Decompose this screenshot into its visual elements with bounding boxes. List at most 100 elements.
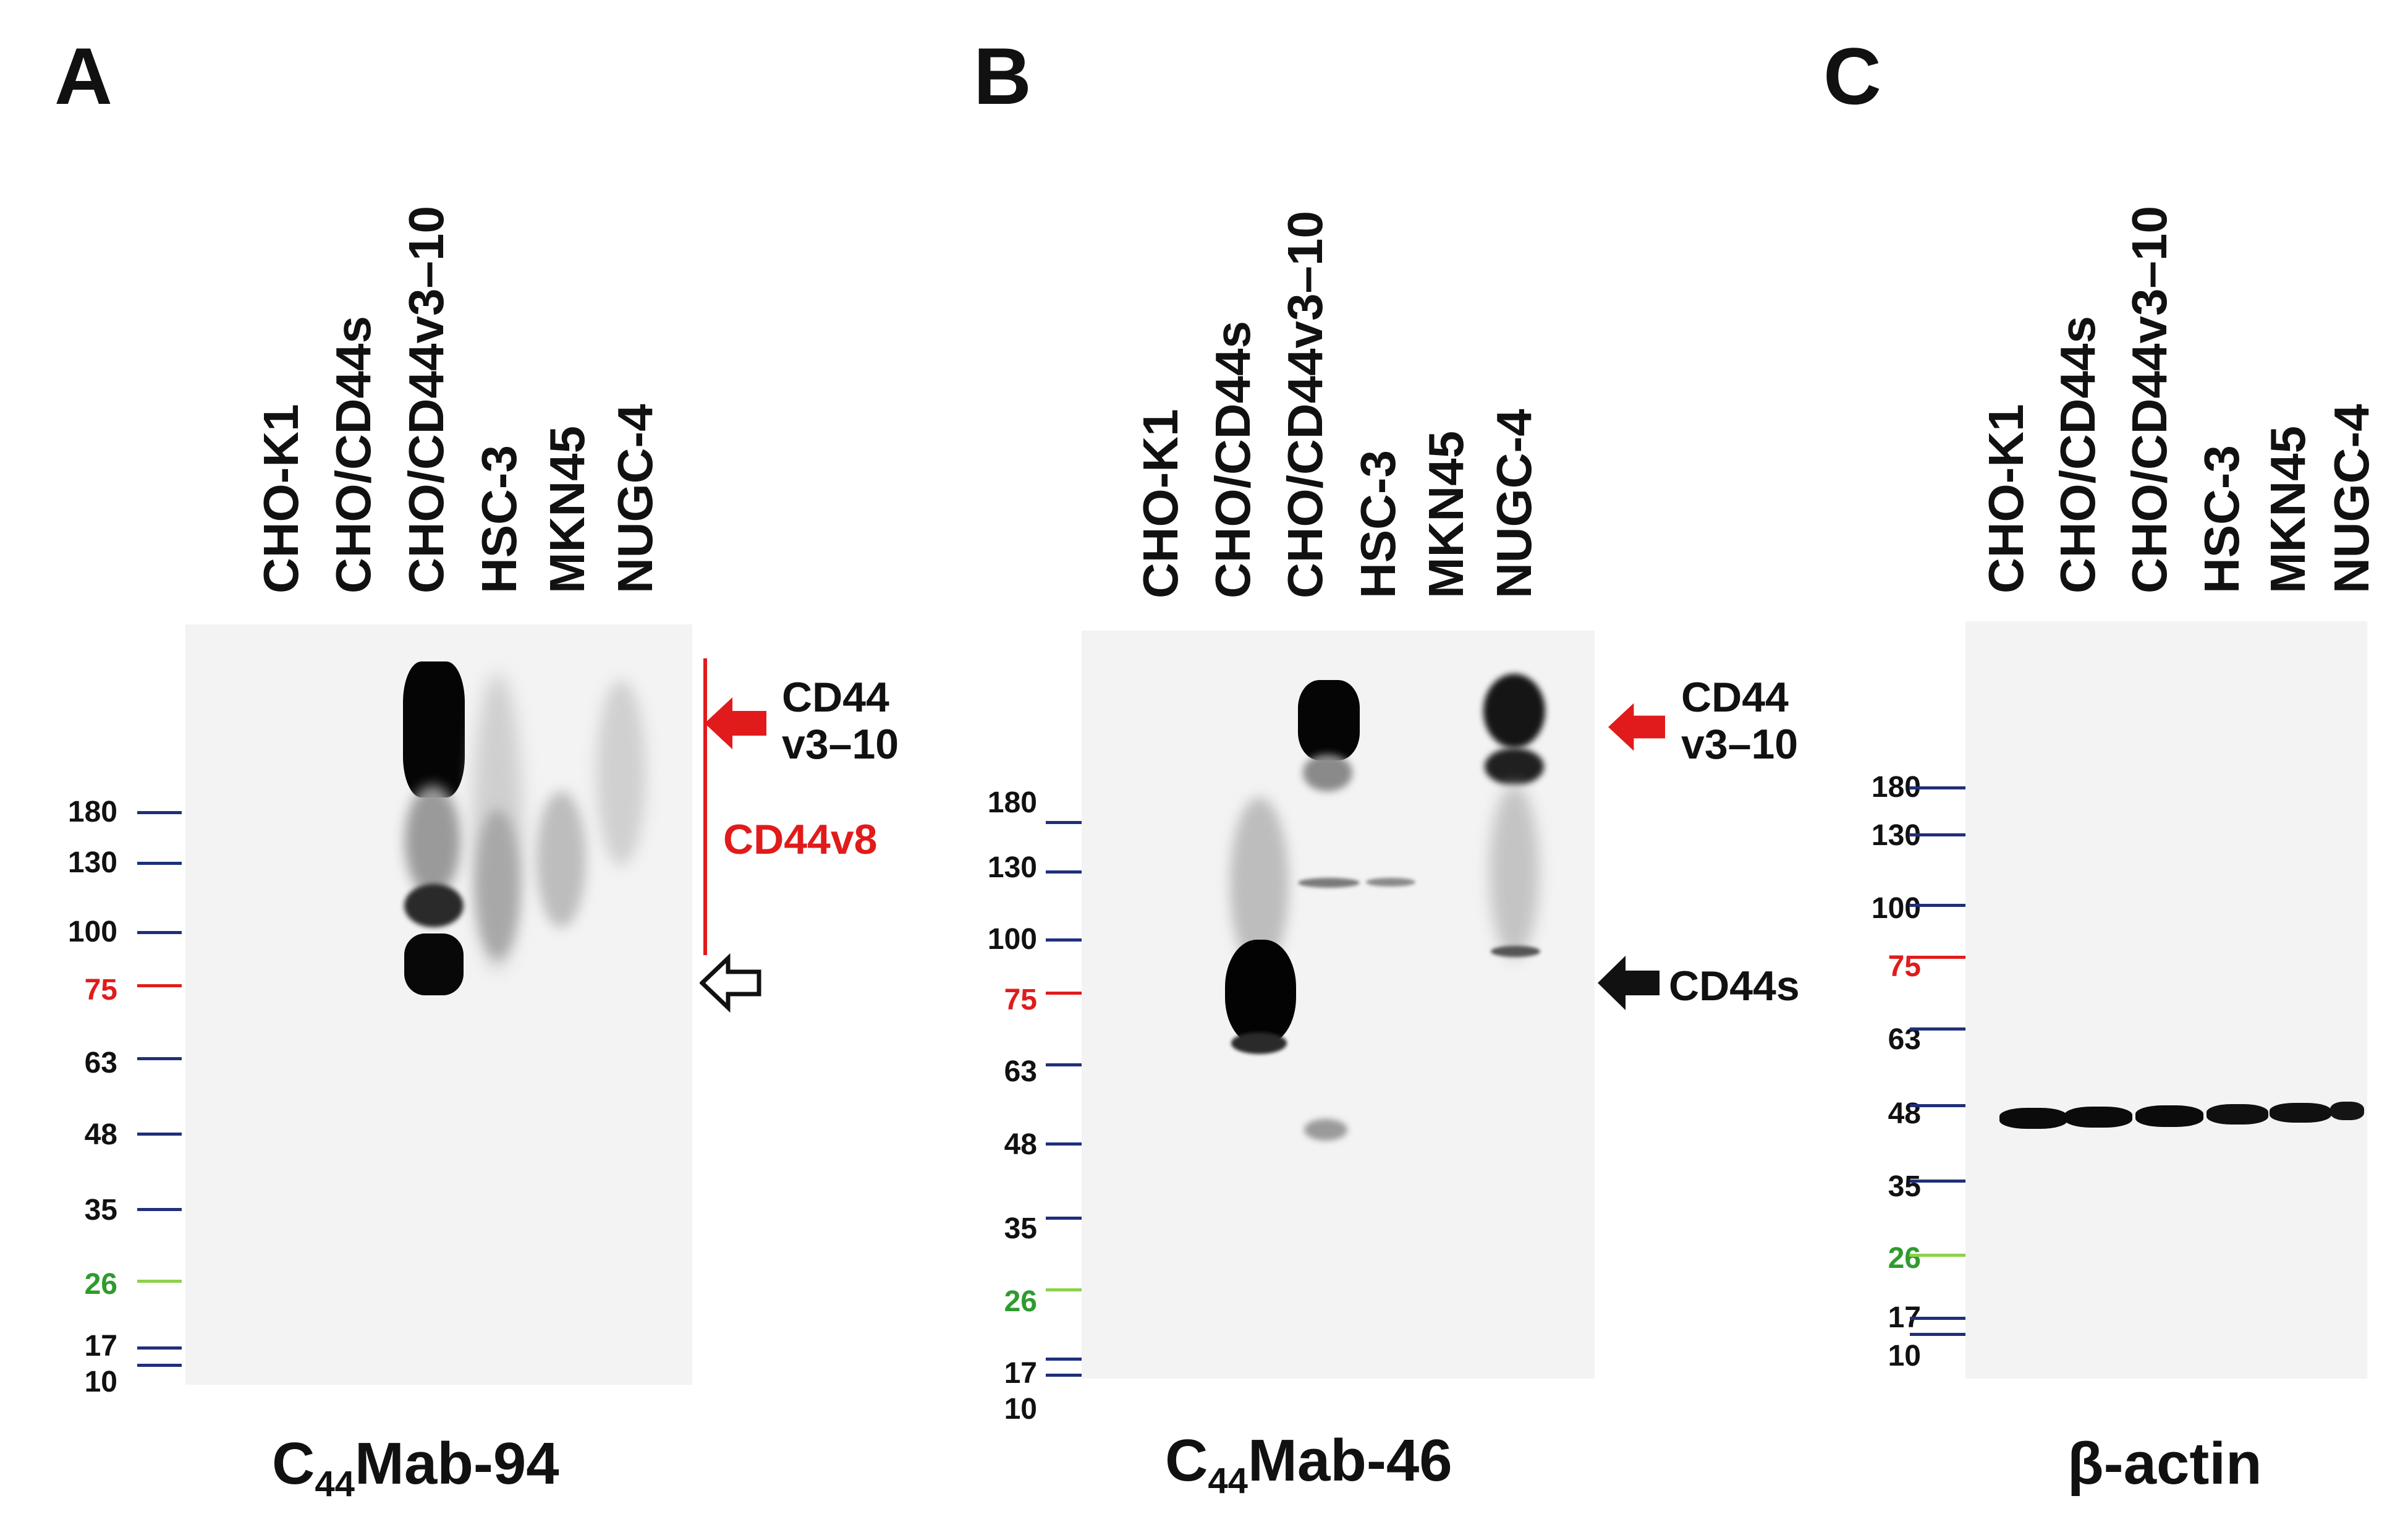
band (1999, 1108, 2067, 1129)
caption-beta-actin: β-actin (2067, 1431, 2262, 1497)
marker-tick-48 (1910, 1104, 1965, 1107)
lane-label-nugc-4: NUGC-4 (1486, 409, 1541, 598)
marker-tick-75 (1046, 992, 1082, 995)
band (536, 791, 586, 927)
annot-cd44-v3-10-a: CD44 v3–10 (782, 674, 899, 768)
marker-label-17: 17 (1004, 1357, 1037, 1390)
black-arrow-icon (1598, 956, 1660, 1010)
marker-tick-10 (137, 1364, 182, 1367)
caption-pre: C (1165, 1427, 1208, 1494)
marker-label-26: 26 (1004, 1285, 1037, 1318)
annot-line1: CD44 (782, 674, 889, 721)
lane-label-mkn45: MKN45 (2260, 425, 2315, 593)
band (1298, 680, 1360, 760)
lane-label-cho-cd44v3-10: CHO/CD44v3–10 (399, 206, 454, 593)
annot-cd44-v3-10-b: CD44 v3–10 (1681, 674, 1798, 768)
marker-tick-35 (137, 1208, 182, 1211)
lane-label-hsc-3: HSC-3 (472, 444, 527, 593)
lane-label-cho-cd44v3-10: CHO/CD44v3–10 (2122, 206, 2177, 593)
lane-label-mkn45: MKN45 (1418, 430, 1473, 598)
marker-tick-130 (1046, 870, 1082, 874)
marker-tick-63 (137, 1057, 182, 1060)
marker-label-10: 10 (84, 1366, 117, 1398)
band (1485, 748, 1544, 785)
marker-tick-100 (137, 931, 182, 934)
marker-tick-26 (1046, 1288, 1082, 1291)
marker-tick-63 (1046, 1063, 1082, 1066)
marker-label-100: 100 (1871, 892, 1921, 925)
marker-label-35: 35 (1004, 1212, 1037, 1245)
marker-tick-100 (1910, 904, 1965, 907)
panel-c: C CHO-K1 CHO/CD44s CHO/CD44v3–10 HSC-3 M… (1823, 0, 2408, 1535)
marker-tick-35 (1910, 1180, 1965, 1183)
band (1366, 878, 1415, 887)
band (404, 933, 464, 995)
caption-sub: 44 (315, 1464, 355, 1505)
band (2270, 1103, 2331, 1123)
marker-tick-48 (137, 1133, 182, 1136)
lane-label-cho-cd44s: CHO/CD44s (1205, 320, 1260, 598)
marker-tick-26 (137, 1280, 182, 1283)
marker-label-100: 100 (987, 923, 1037, 956)
lane-label-nugc-4: NUGC-4 (608, 404, 663, 593)
panel-letter-c: C (1823, 31, 1881, 121)
band (2330, 1102, 2364, 1120)
marker-tick-130 (1910, 833, 1965, 836)
annot-line2: v3–10 (1681, 721, 1799, 768)
lane-label-cho-cd44s: CHO/CD44s (326, 315, 381, 593)
lane-label-hsc-3: HSC-3 (2194, 444, 2249, 593)
band (1483, 674, 1545, 748)
red-arrow-icon (705, 697, 766, 749)
marker-tick-17 (1910, 1317, 1965, 1320)
marker-label-26: 26 (84, 1268, 117, 1301)
marker-tick-180 (137, 811, 182, 814)
marker-label-10: 10 (1004, 1393, 1037, 1426)
blot-image-c (1965, 621, 2367, 1379)
annot-cd44s: CD44s (1669, 963, 1800, 1010)
band (2207, 1104, 2268, 1125)
marker-tick-130 (137, 862, 182, 865)
blot-image-a (185, 624, 692, 1385)
marker-label-35: 35 (84, 1194, 117, 1227)
annot-line2: v3–10 (782, 721, 899, 768)
lane-label-cho-cd44v3-10: CHO/CD44v3–10 (1278, 211, 1333, 598)
annot-line1: CD44 (1681, 674, 1789, 721)
marker-label-75: 75 (1004, 984, 1037, 1016)
band (1304, 1119, 1347, 1141)
caption-c44mab-46: C44Mab-46 (1165, 1431, 1452, 1499)
lane-label-mkn45: MKN45 (540, 425, 595, 593)
marker-tick-17 (137, 1346, 182, 1350)
marker-label-48: 48 (1888, 1097, 1921, 1130)
caption-post: Mab-46 (1247, 1427, 1452, 1494)
band (404, 884, 464, 927)
panel-a: A CHO-K1 CHO/CD44s CHO/CD44v3–10 HSC-3 M… (0, 0, 927, 1535)
lane-label-nugc-4: NUGC-4 (2324, 404, 2379, 593)
panel-letter-a: A (54, 31, 112, 121)
marker-label-100: 100 (67, 916, 117, 948)
cd44v8-bracket-line (703, 658, 707, 955)
marker-label-63: 63 (1004, 1055, 1037, 1088)
lane-label-cho-k1: CHO-K1 (253, 404, 308, 593)
band (1303, 754, 1352, 791)
band (1231, 1032, 1287, 1054)
band (1225, 940, 1296, 1045)
panel-letter-b: B (973, 31, 1032, 121)
panel-b: B CHO-K1 CHO/CD44s CHO/CD44v3–10 HSC-3 M… (927, 0, 1823, 1535)
marker-label-180: 180 (987, 786, 1037, 819)
marker-tick-48 (1046, 1142, 1082, 1146)
marker-label-17: 17 (84, 1330, 117, 1363)
band (476, 810, 519, 958)
band (1490, 785, 1539, 958)
marker-tick-63 (1910, 1027, 1965, 1031)
lane-label-cho-k1: CHO-K1 (1133, 409, 1188, 598)
blot-image-b (1082, 631, 1595, 1379)
marker-tick-100 (1046, 938, 1082, 942)
marker-label-63: 63 (84, 1047, 117, 1079)
red-arrow-icon (1608, 703, 1665, 751)
open-arrow-icon (700, 953, 761, 1013)
marker-tick-180 (1046, 821, 1082, 824)
marker-tick-10 (1910, 1333, 1965, 1336)
marker-tick-26 (1910, 1254, 1965, 1257)
marker-label-48: 48 (1004, 1128, 1037, 1161)
band (1298, 878, 1360, 888)
